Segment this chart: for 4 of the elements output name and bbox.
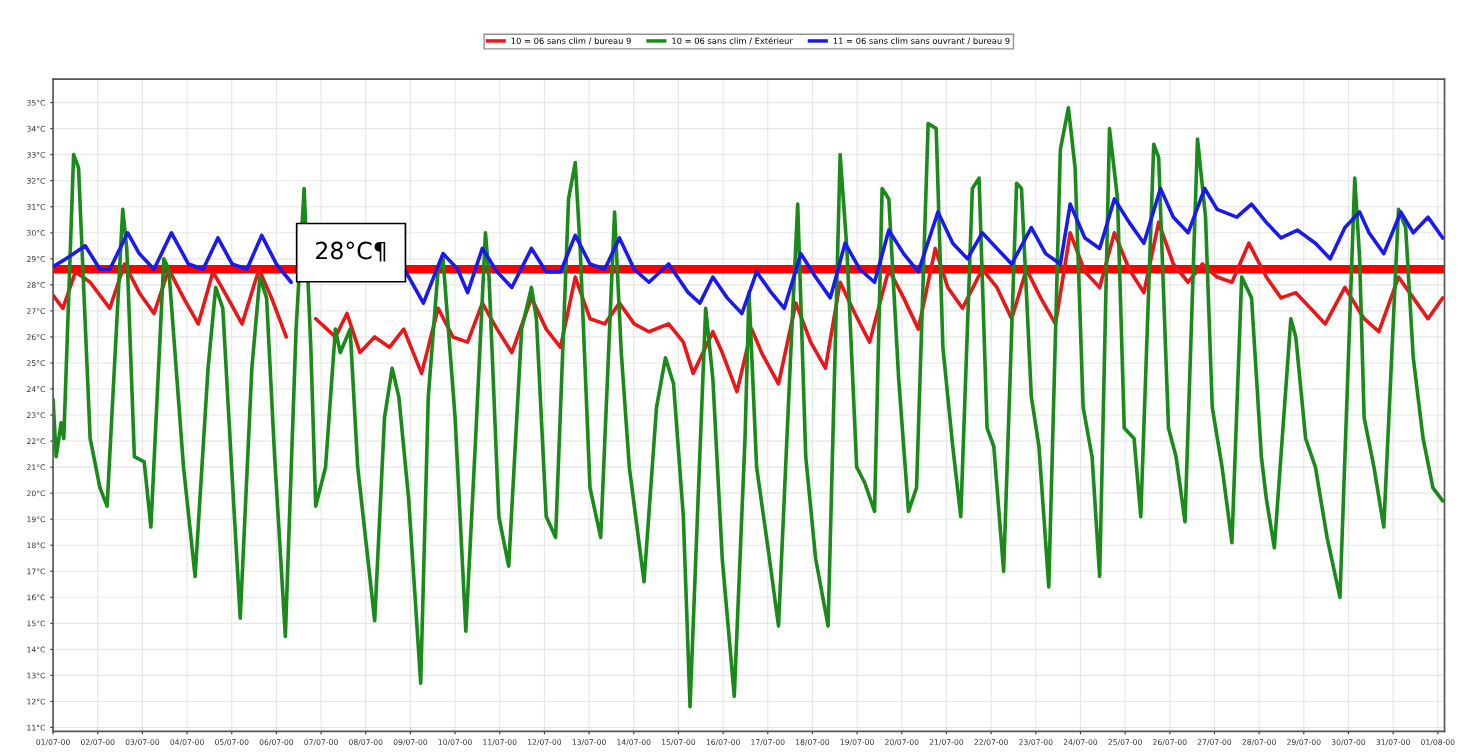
legend-label: 10 = 06 sans clim / bureau 9	[511, 37, 631, 45]
legend-label: 10 = 06 sans clim / Extérieur	[672, 37, 793, 45]
legend-label: 11 = 06 sans clim sans ouvrant / bureau 9	[833, 37, 1010, 45]
ref-line-label: 28°C¶	[316, 241, 386, 262]
